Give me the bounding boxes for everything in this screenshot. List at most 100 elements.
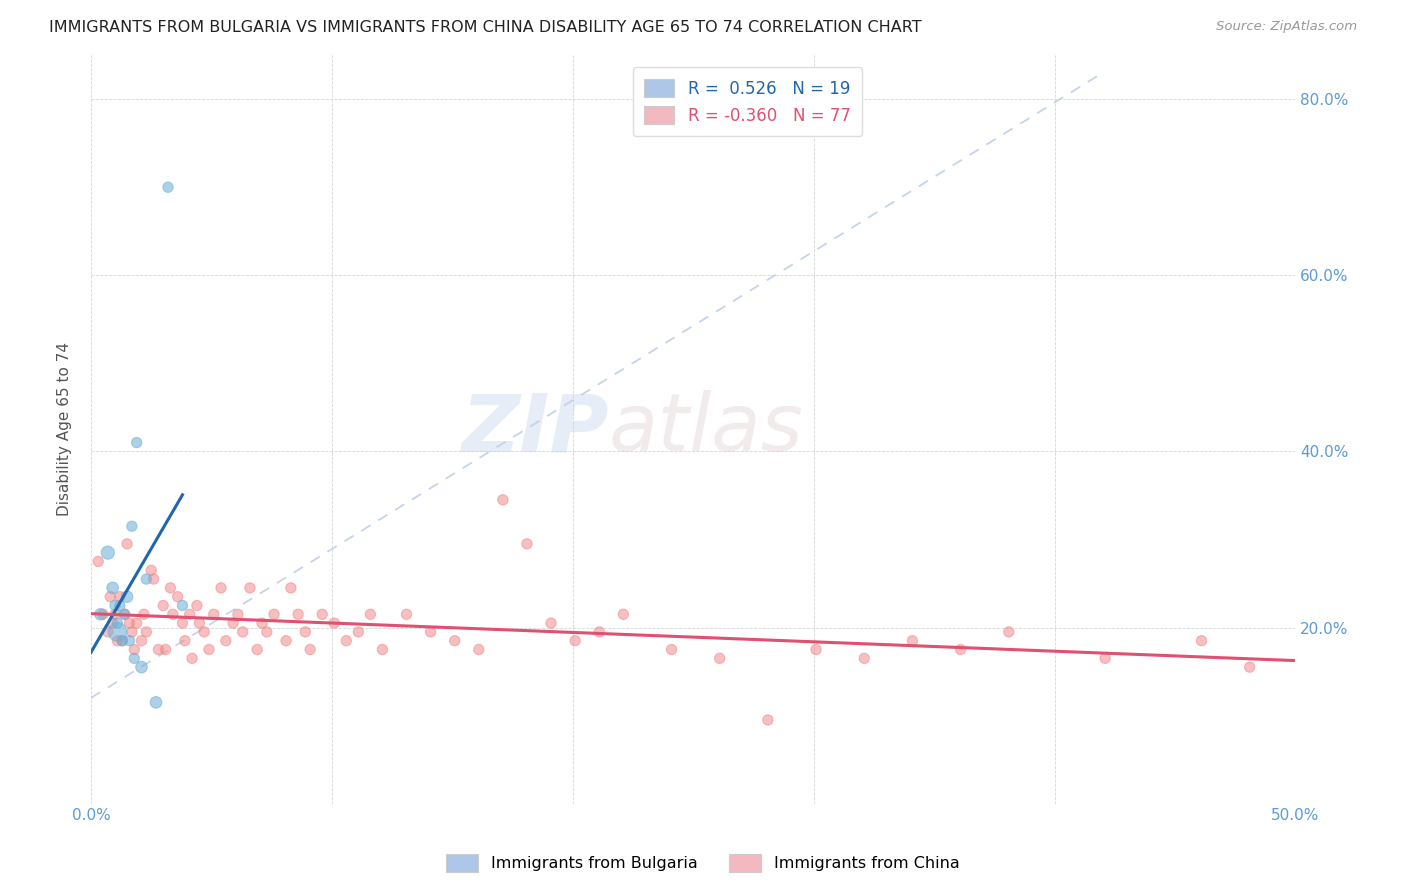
Point — [101, 616, 124, 631]
Point — [118, 633, 141, 648]
Point — [661, 642, 683, 657]
Point — [172, 616, 194, 631]
Point — [395, 607, 418, 622]
Point — [280, 581, 302, 595]
Point — [193, 624, 215, 639]
Point — [142, 572, 165, 586]
Point — [97, 546, 120, 560]
Point — [709, 651, 731, 665]
Point — [186, 599, 208, 613]
Point — [756, 713, 779, 727]
Text: IMMIGRANTS FROM BULGARIA VS IMMIGRANTS FROM CHINA DISABILITY AGE 65 TO 74 CORREL: IMMIGRANTS FROM BULGARIA VS IMMIGRANTS F… — [49, 20, 922, 35]
Text: ZIP: ZIP — [461, 391, 609, 468]
Point — [145, 695, 167, 709]
Point — [215, 633, 238, 648]
Point — [246, 642, 269, 657]
Point — [419, 624, 441, 639]
Point — [121, 519, 143, 533]
Point — [114, 607, 136, 622]
Point — [115, 537, 138, 551]
Point — [159, 581, 181, 595]
Point — [274, 633, 297, 648]
Point — [91, 607, 114, 622]
Point — [347, 624, 370, 639]
Point — [124, 651, 146, 665]
Legend: R =  0.526   N = 19, R = -0.360   N = 77: R = 0.526 N = 19, R = -0.360 N = 77 — [633, 67, 862, 136]
Point — [181, 651, 204, 665]
Point — [162, 607, 184, 622]
Point — [104, 607, 127, 622]
Point — [131, 660, 153, 674]
Point — [949, 642, 972, 657]
Point — [997, 624, 1019, 639]
Point — [124, 642, 146, 657]
Point — [135, 624, 157, 639]
Point — [101, 581, 124, 595]
Point — [157, 180, 180, 194]
Point — [108, 590, 131, 604]
Point — [155, 642, 177, 657]
Point — [115, 590, 138, 604]
Point — [108, 599, 131, 613]
Point — [166, 590, 188, 604]
Point — [104, 599, 127, 613]
Point — [443, 633, 465, 648]
Point — [335, 633, 357, 648]
Point — [209, 581, 232, 595]
Point — [188, 616, 211, 631]
Point — [135, 572, 157, 586]
Point — [118, 616, 141, 631]
Point — [323, 616, 346, 631]
Point — [1094, 651, 1116, 665]
Point — [87, 554, 110, 568]
Point — [121, 624, 143, 639]
Point — [239, 581, 262, 595]
Y-axis label: Disability Age 65 to 74: Disability Age 65 to 74 — [58, 343, 72, 516]
Point — [263, 607, 285, 622]
Point — [853, 651, 876, 665]
Point — [111, 633, 134, 648]
Point — [152, 599, 174, 613]
Point — [172, 599, 194, 613]
Point — [1191, 633, 1213, 648]
Point — [1239, 660, 1261, 674]
Point — [804, 642, 827, 657]
Point — [114, 607, 136, 622]
Point — [132, 607, 155, 622]
Point — [250, 616, 273, 631]
Point — [371, 642, 394, 657]
Point — [232, 624, 254, 639]
Point — [226, 607, 249, 622]
Point — [148, 642, 170, 657]
Point — [901, 633, 924, 648]
Point — [173, 633, 195, 648]
Point — [612, 607, 634, 622]
Point — [107, 633, 129, 648]
Point — [125, 616, 148, 631]
Text: Source: ZipAtlas.com: Source: ZipAtlas.com — [1216, 20, 1357, 33]
Point — [107, 624, 129, 639]
Point — [311, 607, 333, 622]
Point — [294, 624, 316, 639]
Point — [97, 624, 120, 639]
Point — [299, 642, 322, 657]
Point — [516, 537, 538, 551]
Point — [540, 616, 562, 631]
Point — [359, 607, 381, 622]
Point — [468, 642, 491, 657]
Point — [179, 607, 201, 622]
Point — [125, 435, 148, 450]
Point — [222, 616, 245, 631]
Point — [111, 633, 134, 648]
Text: atlas: atlas — [609, 391, 804, 468]
Point — [107, 616, 129, 631]
Point — [98, 590, 121, 604]
Point — [202, 607, 225, 622]
Point — [588, 624, 610, 639]
Point — [141, 563, 163, 577]
Point — [564, 633, 586, 648]
Point — [90, 607, 112, 622]
Point — [287, 607, 309, 622]
Point — [492, 492, 515, 507]
Point — [256, 624, 278, 639]
